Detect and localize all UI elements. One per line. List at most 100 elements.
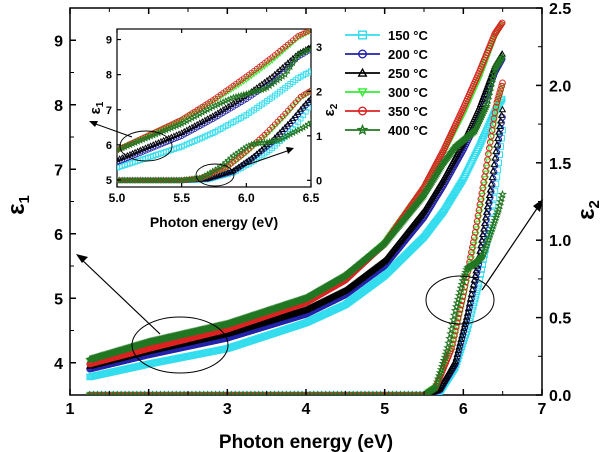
- e1-point: [480, 133, 487, 141]
- inset-e1-point: [252, 87, 261, 95]
- series-e1-150 °C: [86, 95, 506, 381]
- inset-e1-point: [175, 120, 183, 129]
- e2-point: [486, 185, 494, 193]
- inset-e1-point: [273, 76, 282, 84]
- inset-e2-point: [281, 132, 289, 141]
- e2-point: [490, 160, 498, 168]
- inset-e1-point: [123, 141, 132, 150]
- inset-e1-point: [201, 116, 209, 123]
- inset-x-tick-label: 6.0: [238, 191, 255, 205]
- legend-label: 150 °C: [388, 28, 429, 43]
- e2-point: [446, 329, 455, 338]
- inset-e1-point: [133, 137, 142, 145]
- legend-marker: [358, 49, 368, 59]
- e2-point: [458, 331, 466, 339]
- y-left-tick-label: 6: [54, 227, 63, 244]
- y-right-tick-label: 0.0: [549, 388, 571, 405]
- inset-e1-point: [230, 99, 237, 106]
- inset-e2-point: [296, 124, 305, 133]
- inset-e1-point: [250, 87, 258, 96]
- inset-e2-point: [297, 106, 304, 112]
- e2-point: [494, 95, 502, 103]
- inset-e2-point: [300, 102, 307, 109]
- inset-e1-point: [186, 125, 193, 131]
- inset-e2-point: [232, 158, 240, 165]
- inset-e2-point: [237, 146, 245, 154]
- legend-label: 350 °C: [388, 104, 429, 119]
- e2-point: [457, 335, 465, 343]
- inset-e1-point: [224, 95, 233, 104]
- inset-e1-point: [180, 118, 189, 126]
- inset-y-right-tick-label: 1: [316, 131, 322, 143]
- inset-e1-point: [212, 110, 219, 117]
- inset-e1-point: [222, 104, 229, 111]
- e2-point: [488, 173, 496, 181]
- inset-e2-point: [208, 167, 217, 175]
- e2-point: [465, 308, 472, 316]
- e2-point: [492, 103, 500, 111]
- legend-entry: 150 °C: [345, 28, 429, 43]
- inset-y-left-tick-label: 7: [106, 105, 112, 117]
- inset-e1-point: [229, 93, 238, 101]
- e2-point: [498, 82, 505, 90]
- inset-e1-point: [283, 66, 292, 75]
- inset-e2-point: [278, 134, 287, 142]
- inset-annotations: [89, 121, 294, 187]
- inset-e1-point: [219, 98, 227, 106]
- e1-point: [498, 50, 506, 57]
- e1-point: [475, 144, 482, 151]
- legend-entry: 200 °C: [345, 47, 429, 62]
- inset-e2-point: [243, 150, 250, 157]
- e2-point: [479, 230, 487, 238]
- inset-x-tick-label: 6.5: [303, 191, 320, 205]
- inset-e1-point: [167, 124, 176, 132]
- e1-point: [488, 73, 498, 83]
- inset-e2-point: [207, 171, 213, 178]
- e2-point: [498, 189, 507, 199]
- inset-e1-point: [235, 96, 242, 103]
- e2-point: [445, 333, 455, 343]
- e2-point: [454, 346, 462, 354]
- e1-point: [480, 131, 488, 139]
- inset-e1-point: [128, 139, 137, 148]
- e1-point: [484, 90, 494, 100]
- y-right-tick-label: 1.5: [549, 156, 571, 173]
- inset-e2-point: [307, 118, 311, 126]
- inset-e2-point: [209, 170, 216, 176]
- inset-e2-point: [206, 168, 214, 177]
- inset-e1-point: [214, 100, 222, 108]
- main-right-y-axis-title: ε2: [573, 200, 603, 220]
- annotations: [76, 199, 543, 374]
- inset-e2-point: [265, 137, 274, 146]
- inset-e1-point: [270, 78, 279, 86]
- inset-e2-point: [283, 131, 292, 139]
- inset-e1-point: [308, 29, 311, 35]
- inset-e1-point: [216, 99, 225, 107]
- inset-e2-point: [294, 126, 302, 134]
- inset-e2-point: [276, 135, 284, 143]
- inset-e1-point: [164, 125, 173, 133]
- main-left-y-axis-title: ε1: [3, 195, 33, 215]
- e2-point: [482, 208, 491, 215]
- inset-left-y-axis-title: ε1: [87, 101, 106, 114]
- inset-e1-point: [276, 74, 284, 82]
- inset-e2-point: [263, 138, 271, 146]
- e2-point: [468, 285, 476, 293]
- inset-e1-point: [131, 138, 139, 146]
- inset-e2-point: [289, 128, 297, 137]
- inset-e1-point: [294, 51, 302, 59]
- e2-point: [489, 167, 497, 174]
- inset-e2-arrow: [231, 149, 291, 171]
- e2-point: [470, 234, 478, 241]
- inset-e1-point: [221, 96, 230, 105]
- inset-e2-point: [234, 148, 243, 156]
- e2-point: [451, 357, 459, 364]
- e2-point: [497, 111, 506, 118]
- inset-e2-point: [307, 94, 311, 101]
- e2-point: [470, 276, 478, 283]
- e2-highlight-ellipse: [425, 275, 495, 325]
- e2-point: [466, 294, 475, 302]
- e1-arrowhead: [76, 254, 88, 263]
- e2-point: [487, 180, 495, 187]
- inset-e1-arrowhead: [89, 121, 98, 127]
